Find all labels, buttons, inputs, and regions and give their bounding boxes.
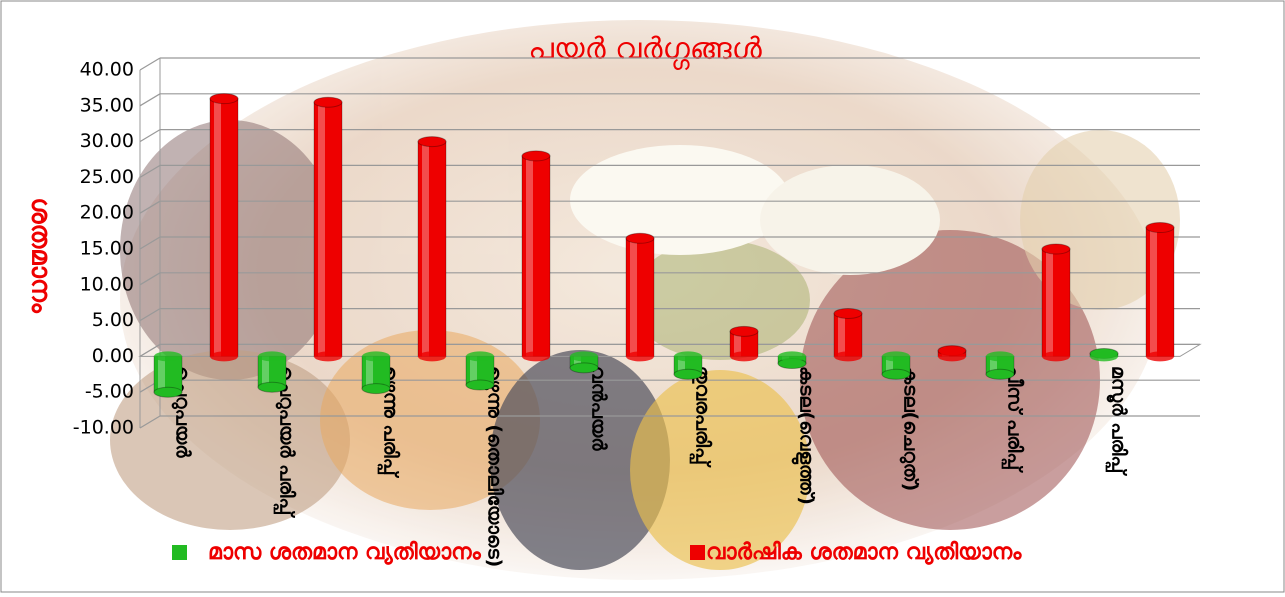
bar-shade — [318, 102, 325, 356]
bar-base — [154, 351, 182, 361]
bar-cap — [986, 369, 1014, 379]
bar-base — [626, 351, 654, 361]
bar-base — [362, 351, 390, 361]
bar-base — [938, 351, 966, 361]
bar-base — [778, 351, 806, 361]
bar-cap — [210, 94, 238, 104]
bar-base — [1090, 351, 1118, 361]
y-tick-label: 20.00 — [80, 202, 134, 224]
bar-base — [258, 351, 286, 361]
bar-base — [882, 351, 910, 361]
y-tick-label: 40.00 — [80, 59, 134, 81]
legend-label: മാസ ശതമാന വ്യതിയാനം — [208, 540, 482, 566]
bar-shade — [214, 99, 221, 357]
bar-base — [210, 351, 238, 361]
x-tick-label: കടല(ചെറുത്) — [898, 366, 921, 491]
legend-swatch — [690, 545, 705, 560]
y-tick-label: -5.00 — [85, 381, 134, 403]
y-tick-label: 0.00 — [92, 345, 134, 367]
bar-base — [418, 351, 446, 361]
bar-cap — [626, 233, 654, 243]
bar-base — [1146, 351, 1174, 361]
bar-shade — [630, 238, 637, 356]
bar-cap — [1042, 244, 1070, 254]
y-tick-label: 30.00 — [80, 130, 134, 152]
bar-shade — [1150, 228, 1157, 357]
bar-base — [986, 351, 1014, 361]
bar-base — [570, 351, 598, 361]
y-tick-label: 15.00 — [80, 238, 134, 260]
bar-cap — [314, 97, 342, 107]
bar-cap — [418, 137, 446, 147]
x-tick-label: വൻപയർ — [588, 366, 610, 451]
y-tick-label: 10.00 — [80, 273, 134, 295]
y-tick-label: 25.00 — [80, 166, 134, 188]
bar-base — [674, 351, 702, 361]
bar-base — [1042, 351, 1070, 361]
y-tick-label: -10.00 — [73, 417, 134, 439]
bar-base — [466, 351, 494, 361]
bar-shade — [838, 313, 845, 356]
bar-base — [834, 351, 862, 361]
bar-cap — [834, 308, 862, 318]
bar-cap — [466, 380, 494, 390]
x-tick-label: ഉഴുന്നു (തൊലിയോടെ) — [482, 366, 505, 567]
bar-cap — [570, 363, 598, 373]
bar-cap — [522, 151, 550, 161]
bar-base — [314, 351, 342, 361]
bar-cap — [258, 382, 286, 392]
x-tick-label: മസൂർ പരിപ്പ് — [1104, 366, 1129, 477]
y-tick-label: 5.00 — [92, 309, 134, 331]
chart-title: പയർ വർഗ്ഗങ്ങൾ — [528, 32, 762, 72]
chart: പയർ വർഗ്ഗങ്ങൾ ശതമാനം -10.00 -5.00 0.00 5.00… — [0, 0, 1285, 593]
bar-base — [522, 351, 550, 361]
bar-shade — [526, 156, 533, 356]
bar-shade — [158, 356, 165, 392]
legend-swatch — [172, 545, 187, 560]
y-axis-label: ശതമാനം — [26, 197, 56, 314]
bar-cap — [362, 384, 390, 394]
x-tick-label: പീസ് പരിപ്പ് — [1000, 366, 1025, 474]
x-tick-label: തുവരപരിപ്പ് — [688, 366, 713, 468]
bar-cap — [730, 326, 758, 336]
bar-base — [730, 351, 758, 361]
bar-shade — [1046, 249, 1053, 356]
bar-cap — [1146, 223, 1174, 233]
y-tick-label: 35.00 — [80, 94, 134, 116]
bar-cap — [154, 387, 182, 397]
bar-cap — [674, 369, 702, 379]
bar-shade — [422, 142, 429, 357]
bar-cap — [882, 369, 910, 379]
legend-label: വാർഷിക ശതമാന വ്യതിയാനം — [706, 540, 1022, 566]
